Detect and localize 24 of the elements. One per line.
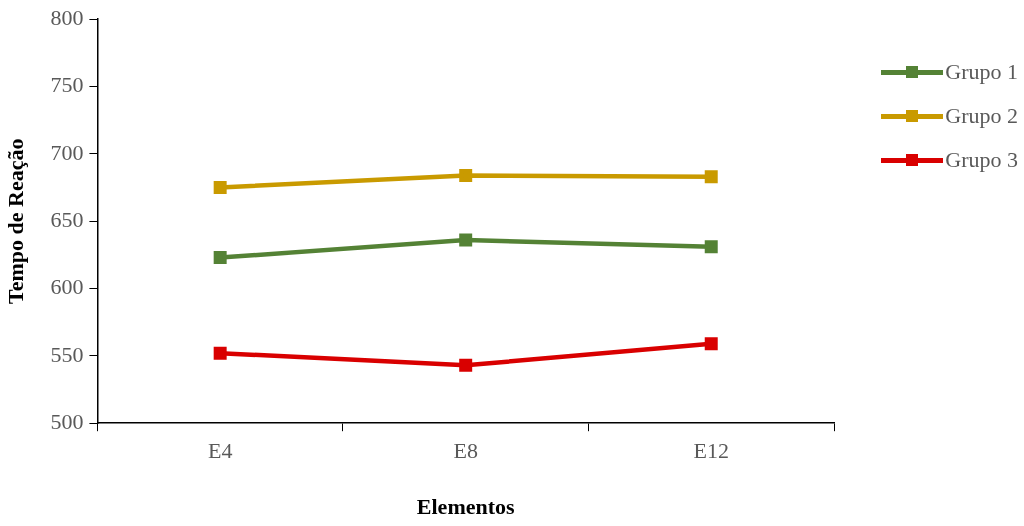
legend-label: Grupo 2 — [945, 103, 1018, 129]
point — [704, 337, 718, 351]
point — [213, 251, 227, 265]
point — [704, 170, 718, 184]
y-tick-label: 700 — [50, 139, 84, 165]
y-tick-label: 750 — [50, 72, 84, 98]
y-tick-label: 550 — [50, 341, 84, 367]
x-tick-label: E8 — [453, 438, 478, 464]
y-axis-title: Tempo de Reação — [2, 138, 28, 304]
y-tick-label: 650 — [50, 206, 84, 232]
x-tick-label: E12 — [693, 438, 729, 464]
x-tick-label: E4 — [207, 438, 233, 464]
y-tick-label: 600 — [50, 274, 84, 300]
point — [459, 358, 473, 372]
y-tick-label: 500 — [50, 408, 84, 434]
point — [704, 240, 718, 254]
point — [459, 168, 473, 182]
point — [459, 233, 473, 247]
point — [213, 181, 227, 195]
legend-label: Grupo 3 — [945, 147, 1018, 173]
x-axis-title: Elementos — [416, 494, 516, 520]
point — [213, 346, 227, 360]
y-tick-label: 800 — [50, 4, 84, 30]
legend-label: Grupo 1 — [945, 59, 1018, 85]
